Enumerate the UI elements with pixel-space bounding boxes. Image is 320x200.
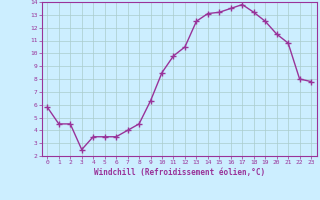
X-axis label: Windchill (Refroidissement éolien,°C): Windchill (Refroidissement éolien,°C) xyxy=(94,168,265,177)
